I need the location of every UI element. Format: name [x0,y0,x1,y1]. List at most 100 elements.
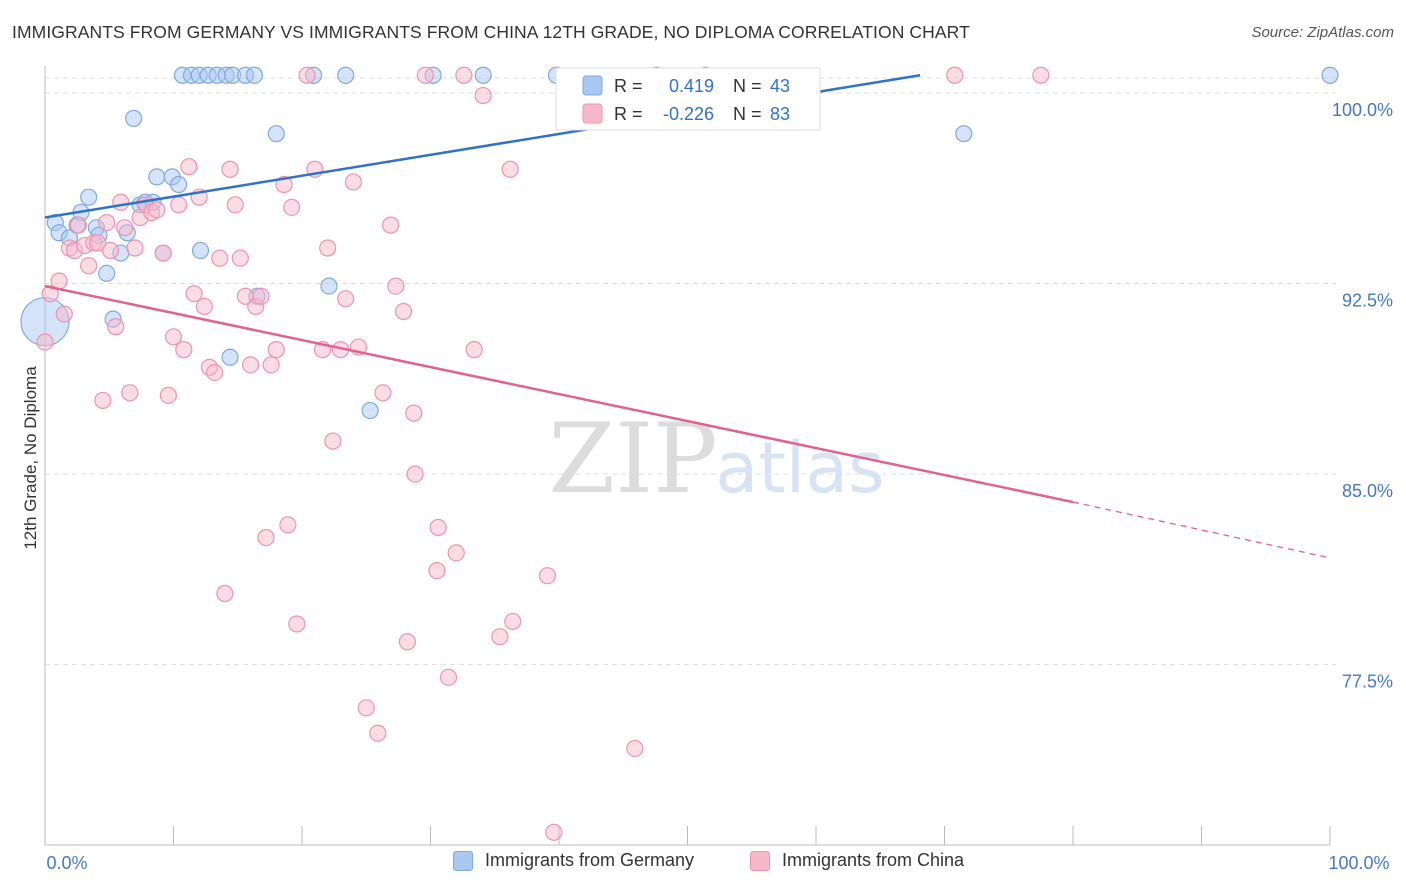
legend-item-germany[interactable]: Immigrants from Germany [453,850,694,871]
point-china [369,724,387,742]
point-china [504,612,522,631]
point-china [148,201,166,219]
point-china [474,86,492,105]
point-china [626,739,644,758]
source-label: Source: ZipAtlas.com [1251,24,1394,41]
chart-title: IMMIGRANTS FROM GERMANY VS IMMIGRANTS FR… [12,22,970,42]
point-germany [1321,66,1339,84]
point-china [398,633,416,651]
point-china [491,628,509,646]
point-china [206,363,224,382]
point-china [211,249,229,267]
point-china [416,66,434,84]
point-germany [80,188,98,206]
point-china [288,615,306,633]
stats-legend: R = 0.419 N = 43 R = -0.226 N = 83 [555,67,821,131]
stats-r-label-china: R = [614,104,643,124]
point-germany [221,348,239,366]
stats-legend-swatch-china [582,103,603,124]
point-china [279,516,297,534]
point-germany [320,277,338,295]
y-tick-label: 77.5% [1342,672,1393,692]
point-china [428,562,446,580]
point-china [1032,66,1050,84]
watermark-atlas: atlas [715,427,884,509]
point-china [324,432,342,450]
legend-label-germany: Immigrants from Germany [485,850,695,870]
point-china [116,219,134,237]
point-germany [245,66,264,84]
point-china [946,66,964,84]
point-china [447,544,465,562]
point-china [185,285,203,303]
point-china [242,356,260,374]
stats-n-label-germany: N = [733,76,762,96]
point-china [406,465,424,483]
point-china [216,584,234,603]
point-china [41,285,59,303]
point-china [344,173,362,191]
point-china [180,158,198,176]
point-china [357,699,375,717]
point-germany [361,401,379,420]
point-china [319,239,337,257]
y-tick-label: 92.5% [1342,291,1393,311]
point-china [538,567,557,585]
point-china [69,216,88,234]
point-china [267,341,285,359]
point-germany [98,264,116,282]
point-china [107,318,125,336]
point-china [112,193,130,211]
point-china [387,277,405,295]
point-germany [191,241,210,260]
point-china [195,297,213,316]
point-china [154,244,172,262]
point-china [175,341,193,359]
stats-r-value-china: -0.226 [663,104,714,124]
grid-layer [45,77,1336,666]
trend-line-china [44,284,1074,504]
trend-line-dashed-china [1072,501,1331,559]
point-china [465,341,483,359]
point-china [283,198,301,216]
point-germany [955,125,973,143]
point-china [262,356,280,374]
point-china [126,239,144,257]
y-axis-label: 12th Grade, No Diploma [21,366,40,550]
point-china [94,391,112,410]
y-tick-label: 85.0% [1342,481,1393,501]
stats-n-value-china: 83 [770,104,790,124]
point-germany [125,109,143,128]
stats-n-value-germany: 43 [770,76,790,96]
legend-swatch-china [750,850,770,871]
point-china [405,404,423,422]
point-china [252,287,270,305]
point-china [80,257,98,275]
legend-item-china[interactable]: Immigrants from China [750,850,964,871]
point-china [226,196,244,214]
point-china [121,384,139,402]
stats-n-label-china: N = [733,104,762,124]
stats-legend-swatch-germany [582,75,603,96]
stats-r-label-germany: R = [614,76,643,96]
point-china [221,160,239,178]
point-china [394,302,413,321]
legend-label-china: Immigrants from China [782,850,965,870]
y-tick-label: 100.0% [1332,100,1393,120]
point-china [55,305,73,323]
point-china [337,290,355,308]
stats-r-value-germany: 0.419 [669,76,714,96]
x-tick-label-left: 0.0% [46,853,87,873]
point-china [429,518,447,537]
point-china [89,234,107,252]
point-germany [337,66,355,84]
point-china [170,196,188,214]
point-china [257,529,275,547]
points-layer [20,66,1339,841]
point-china [374,384,392,402]
point-china [382,216,400,234]
point-china [231,249,249,267]
point-china [36,333,54,351]
bottom-legend: Immigrants from Germany Immigrants from … [0,850,1406,880]
